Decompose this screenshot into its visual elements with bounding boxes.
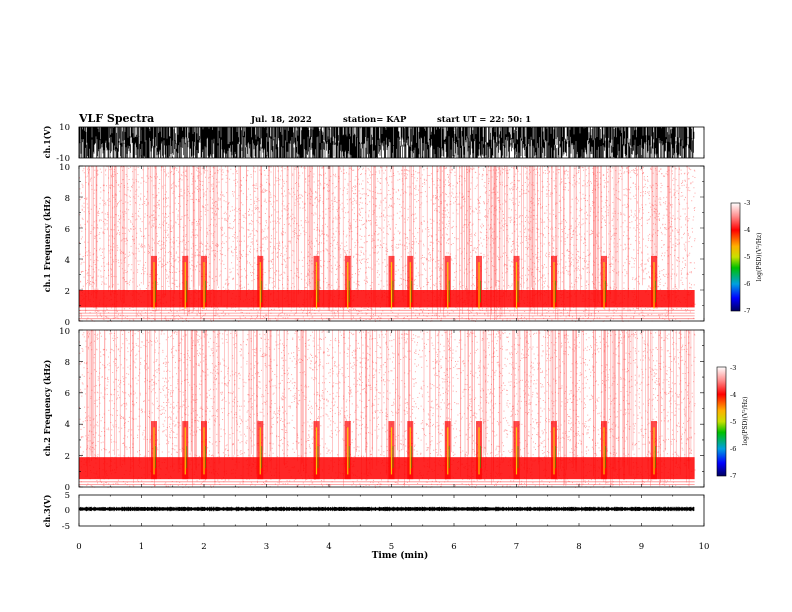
x-tick-label: 8 xyxy=(576,542,581,552)
ch1-colorbar-label: log(PSD)(V²/Hz) xyxy=(756,233,763,282)
ch3-waveform-line xyxy=(78,506,695,512)
date-label: Jul. 18, 2022 xyxy=(250,115,312,125)
ch3-waveform-trace xyxy=(78,506,695,512)
ch2-cbar-tick: -6 xyxy=(730,445,736,453)
ch1-ytick-top: 10 xyxy=(59,123,70,133)
ch1-spec-ytick-6: 6 xyxy=(65,225,70,235)
ch2-cbar-tick: -4 xyxy=(730,391,736,399)
ch3-ytick-top: 5 xyxy=(65,491,70,501)
x-tick-label: 2 xyxy=(201,542,206,552)
x-tick-label: 6 xyxy=(451,542,456,552)
x-axis: 0 1 2 3 4 5 6 7 8 9 10 Time (min) xyxy=(76,542,709,561)
ch1-cbar-tick: -4 xyxy=(744,226,750,234)
ch2-spec-ylabel: ch.2 Frequency (kHz) xyxy=(42,360,52,457)
spectrogram-streaks xyxy=(85,166,688,321)
ch1-colorbar-scale xyxy=(730,202,741,312)
ch2-colorbar: -3 -4 -5 -6 -7 log(PSD)(V²/Hz) xyxy=(716,364,749,480)
ch1-spec-ytick-4: 4 xyxy=(65,256,70,266)
ch1-waveform-line xyxy=(78,127,695,158)
x-tick-label: 9 xyxy=(639,542,644,552)
ch2-colorbar-scale xyxy=(716,366,727,477)
ch2-spectrogram-panel: 0 2 4 6 8 10 ch.2 Frequency (kHz) -3 -4 … xyxy=(42,327,749,493)
x-tick-label: 0 xyxy=(76,542,81,552)
ch1-spec-ytick-8: 8 xyxy=(65,194,70,204)
ch2-cbar-tick: -3 xyxy=(730,364,736,372)
start-time-label: start UT = 22: 50: 1 xyxy=(437,115,531,125)
ch2-spec-ytick-10: 10 xyxy=(59,327,70,337)
spectrogram-streaks xyxy=(86,330,695,487)
ch2-spec-ytick-2: 2 xyxy=(65,452,70,462)
ch1-spectrogram-image xyxy=(79,166,696,322)
ch3-waveform-ylabel: ch.3(V) xyxy=(42,494,52,527)
ch1-spec-ytick-10: 10 xyxy=(59,163,70,173)
ch1-waveform-ylabel: ch.1(V) xyxy=(42,125,52,158)
ch1-spectrogram-panel: 0 2 4 6 8 10 ch.1 Frequency (kHz) -3 -4 … xyxy=(42,163,763,328)
ch2-spec-ytick-0: 0 xyxy=(65,483,70,493)
ch2-colorbar-label: log(PSD)(V²/Hz) xyxy=(742,397,749,446)
ch2-spec-ytick-4: 4 xyxy=(65,420,70,430)
ch1-cbar-tick: -5 xyxy=(744,253,750,261)
ch1-waveform-trace xyxy=(78,127,695,158)
ch3-ytick-bottom: -5 xyxy=(62,522,70,532)
x-tick-label: 4 xyxy=(326,542,331,552)
ch1-ytick-bottom: -10 xyxy=(56,154,70,164)
ch1-spec-ylabel: ch.1 Frequency (kHz) xyxy=(42,196,52,293)
ch2-cbar-tick: -5 xyxy=(730,418,736,426)
ch1-colorbar: -3 -4 -5 -6 -7 log(PSD)(V²/Hz) xyxy=(730,199,763,315)
ch2-spec-ytick-6: 6 xyxy=(65,389,70,399)
x-tick-label: 3 xyxy=(264,542,269,552)
ch1-cbar-tick: -7 xyxy=(744,307,750,315)
ch2-spectrogram-image xyxy=(79,330,696,488)
ch2-spec-ytick-8: 8 xyxy=(65,358,70,368)
ch2-cbar-tick: -7 xyxy=(730,472,736,480)
x-tick-label: 1 xyxy=(139,542,144,552)
ch1-cbar-tick: -3 xyxy=(744,199,750,207)
x-tick-label: 7 xyxy=(514,542,519,552)
figure-title: VLF Spectra xyxy=(78,112,154,125)
spectrogram-dense-band xyxy=(79,457,695,480)
ch1-spec-ytick-0: 0 xyxy=(65,318,70,328)
ch3-ytick-mid: 0 xyxy=(65,506,70,516)
x-tick-label: 5 xyxy=(389,542,394,552)
tick-marks xyxy=(78,127,705,526)
axis-ticks xyxy=(78,127,705,526)
x-axis-label: Time (min) xyxy=(372,550,429,561)
x-tick-label: 10 xyxy=(699,542,710,552)
station-label: station= KAP xyxy=(343,115,407,125)
spectrogram-dense-band xyxy=(79,290,695,308)
ch1-cbar-tick: -6 xyxy=(744,280,750,288)
ch1-spec-ytick-2: 2 xyxy=(65,287,70,297)
